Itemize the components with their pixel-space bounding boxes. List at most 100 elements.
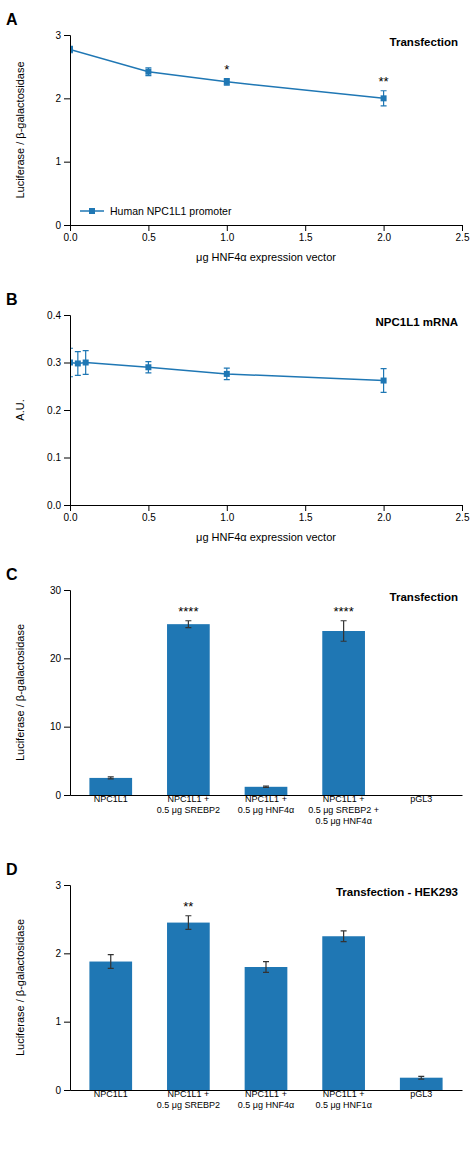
tick-label: 0 [55,1085,61,1096]
error-bar [418,1076,424,1079]
axis-line [71,506,463,512]
tick-label: 2.0 [377,512,391,523]
tick: 0 [55,790,70,801]
axis-line [64,591,71,796]
tick: 1.5 [299,505,313,523]
annotation: **** [178,604,198,619]
tick-mark [64,953,70,954]
tick-label: 0.4 [47,310,61,321]
tick: 2.5 [456,505,470,523]
tick-label: NPC1L1 [94,1089,128,1099]
tick: NPC1L1 +0.5 μg HNF4α [238,1089,294,1110]
tick-label: 0.1 [47,452,61,463]
tick: 1.5 [299,225,313,243]
tick: NPC1L1 +0.5 μg SREBP2 +0.5 μg HNF4α [308,794,379,826]
tick: pGL3 [410,1089,432,1099]
tick: 0.0 [64,225,78,243]
tick-label: NPC1L1 +0.5 μg SREBP2 [157,794,220,815]
tick: 0.5 [142,505,156,523]
tick: 3 [55,30,70,41]
tick-mark [64,1022,70,1023]
bar [89,778,132,795]
tick-label: 0.5 [142,232,156,243]
tick-mark [64,315,70,316]
plot-area [70,46,387,106]
y-axis: 0 10 20 30 [50,585,71,801]
tick-label: 10 [50,721,62,732]
title: Transfection [390,591,458,603]
tick: 2.0 [377,505,391,523]
tick: 30 [50,585,70,596]
x-axis-title: μg HNF4α expression vector [196,251,336,263]
tick-mark [64,35,70,36]
axis-line [71,226,463,232]
error-bar [75,352,81,376]
tick-mark [64,363,70,364]
tick-mark [64,658,70,659]
y-axis-title: Luciferase / β-galactosidase [14,61,26,198]
tick: NPC1L1 +0.5 μg HNF1α [315,1089,371,1110]
panel-label: A [6,11,18,28]
tick: NPC1L1 [94,1089,128,1099]
x-axis: NPC1L1 NPC1L1 +0.5 μg SREBP2 NPC1L1 +0.5 μ… [71,1089,463,1110]
error-bar [341,931,347,942]
tick-label: 1 [55,156,61,167]
tick-mark [462,225,463,231]
tick: 0 [55,220,70,231]
point [145,364,151,370]
panel: 0.0 0.5 1.0 1.5 2.0 2.5 μg HNF4α expression ve… [6,291,470,543]
bar [167,923,210,1090]
tick-label: 1.0 [220,512,234,523]
point [83,360,89,366]
axis-line [64,36,71,226]
tick: NPC1L1 [94,794,128,804]
tick: 20 [50,653,70,664]
point [381,378,387,384]
tick-label: 0.5 [142,512,156,523]
tick-mark [384,225,385,231]
title: Transfection - HEK293 [336,886,458,898]
tick-mark [305,505,306,511]
point [381,95,387,101]
tick: NPC1L1 +0.5 μg SREBP2 [157,794,220,815]
tick: 2 [55,93,70,104]
tick: 1.0 [220,225,234,243]
tick-mark [64,795,70,796]
tick-mark [148,225,149,231]
tick-label: pGL3 [410,794,432,804]
panel-label: D [6,861,18,878]
tick: pGL3 [410,794,432,804]
tick-label: 1 [55,1016,61,1027]
plot-area [70,348,387,392]
tick: NPC1L1 +0.5 μg HNF4α [238,794,294,815]
tick: 0.2 [47,405,70,416]
tick-label: 0 [55,790,61,801]
tick: 0.1 [47,452,70,463]
plot-area [89,916,442,1090]
title: NPC1L1 mRNA [376,316,458,328]
error-bar [108,955,114,969]
tick-label: NPC1L1 +0.5 μg SREBP2 [157,1089,220,1110]
point [145,69,151,75]
x-axis-title: μg HNF4α expression vector [196,531,336,543]
chart: 0.0 0.5 1.0 1.5 2.0 2.5 μg HNF4α expression ve… [0,0,474,1174]
tick-mark [305,225,306,231]
tick-label: 3 [55,30,61,41]
legend-marker [89,208,95,214]
tick-label: 2.0 [377,232,391,243]
error-bar [263,786,269,787]
x-axis: NPC1L1 NPC1L1 +0.5 μg SREBP2 NPC1L1 +0.5 μ… [71,794,463,826]
error-bar [145,68,151,76]
tick: 2.0 [377,225,391,243]
point [224,371,230,377]
tick-label: 1.5 [299,232,313,243]
line [70,50,384,99]
tick-mark [64,505,70,506]
error-bar [185,621,191,628]
tick-mark [384,505,385,511]
tick: 0.0 [47,500,70,511]
bar [322,631,365,795]
tick: 0.0 [64,505,78,523]
panel: NPC1L1 NPC1L1 +0.5 μg SREBP2 NPC1L1 +0.5 μ… [6,566,463,826]
error-bar [83,351,89,375]
